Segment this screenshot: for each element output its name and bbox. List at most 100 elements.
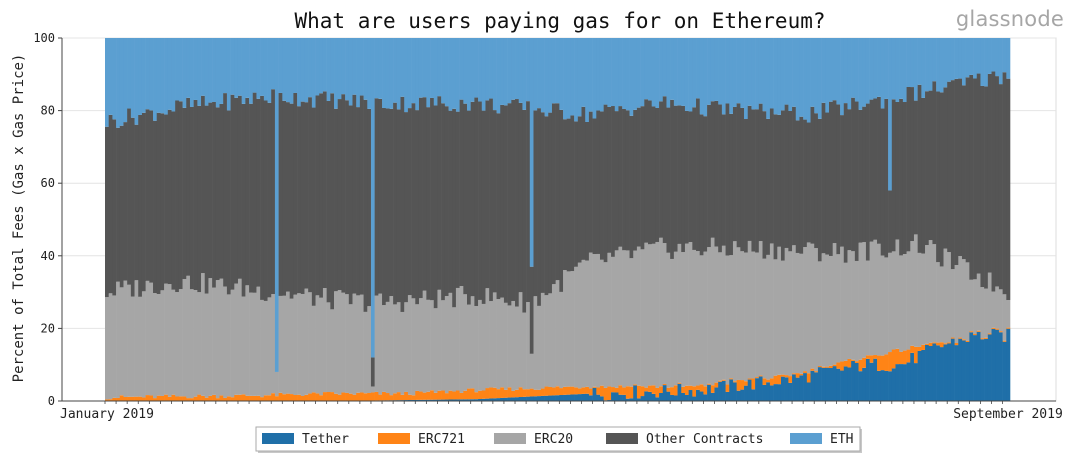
bar-erc20 (648, 244, 652, 385)
bar-tether (648, 392, 652, 401)
bar-erc721 (755, 377, 759, 378)
bar-eth (356, 38, 360, 107)
bar-erc20 (231, 290, 235, 397)
bar-erc721 (944, 343, 948, 344)
bar-eth (116, 38, 120, 128)
bar-tether (940, 347, 944, 401)
bar-erc721 (966, 341, 970, 342)
bar-other-contracts (157, 113, 161, 294)
bar-eth (319, 38, 323, 93)
bar-erc721 (375, 392, 379, 400)
bar-other-contracts (334, 109, 338, 292)
bar-erc20 (855, 261, 859, 361)
bar-tether (622, 395, 626, 401)
bar-erc721 (541, 389, 545, 396)
bar-eth (999, 38, 1003, 84)
bar-erc721 (995, 329, 999, 330)
bar-erc721 (426, 392, 430, 400)
bar-other-contracts (205, 106, 209, 294)
bar-tether (881, 370, 885, 401)
bar-eth (360, 38, 364, 96)
bar-erc721 (290, 394, 294, 401)
bar-erc20 (338, 290, 342, 395)
bar-erc721 (304, 395, 308, 401)
bar-tether (966, 342, 970, 401)
bar-eth (437, 38, 441, 96)
bar-eth (341, 38, 345, 94)
bar-erc20 (116, 282, 120, 398)
bar-erc20 (264, 301, 268, 395)
bar-erc20 (260, 300, 264, 397)
bar-erc20 (1006, 300, 1010, 328)
bar-erc20 (633, 251, 637, 385)
bar-erc721 (419, 392, 423, 400)
bar-tether (803, 373, 807, 401)
bar-other-contracts (774, 114, 778, 259)
chart-title: What are users paying gas for on Ethereu… (294, 9, 825, 33)
bar-other-contracts (744, 119, 748, 252)
bar-erc721 (585, 387, 589, 394)
bar-tether (829, 368, 833, 401)
bar-erc721 (500, 387, 504, 398)
bar-erc721 (478, 391, 482, 399)
bar-other-contracts (714, 101, 718, 247)
bar-other-contracts (445, 106, 449, 296)
bar-tether (910, 353, 914, 401)
bar-other-contracts (862, 107, 866, 243)
bar-tether (685, 395, 689, 401)
bar-eth (659, 38, 663, 101)
bar-eth (338, 38, 342, 99)
bar-tether (530, 396, 534, 401)
legend-swatch (378, 433, 410, 444)
bar-eth (766, 38, 770, 119)
bar-erc20 (977, 274, 981, 331)
bar-tether (755, 378, 759, 401)
bar-eth (393, 38, 397, 103)
bar-eth (744, 38, 748, 119)
bar-eth (729, 38, 733, 114)
bar-other-contracts (604, 105, 608, 263)
bar-other-contracts (397, 109, 401, 302)
bar-erc721 (264, 395, 268, 401)
bar-erc721 (227, 396, 231, 401)
bar-erc721 (648, 386, 652, 392)
bar-eth (722, 38, 726, 114)
bar-other-contracts (814, 113, 818, 248)
bar-erc20 (301, 294, 305, 396)
bar-erc721 (607, 386, 611, 400)
bar-erc721 (123, 397, 127, 401)
bar-other-contracts (940, 92, 944, 266)
bar-other-contracts (312, 108, 316, 306)
bar-erc721 (774, 376, 778, 384)
bar-eth (171, 38, 175, 111)
bar-erc20 (774, 259, 778, 375)
bar-other-contracts (264, 101, 268, 301)
bar-eth (903, 38, 907, 102)
bar-other-contracts (847, 109, 851, 250)
bar-erc721 (700, 384, 704, 391)
bar-other-contracts (437, 96, 441, 290)
bar-erc20 (330, 309, 334, 392)
bar-erc20 (449, 293, 453, 391)
bar-other-contracts (977, 74, 981, 274)
bar-eth (855, 38, 859, 102)
bar-erc20 (208, 278, 212, 396)
bar-erc20 (685, 244, 689, 386)
bar-erc20 (434, 308, 438, 393)
bar-tether (962, 340, 966, 401)
bar-erc721 (918, 347, 922, 351)
bar-erc20 (737, 247, 741, 380)
bar-erc20 (851, 251, 855, 360)
bar-erc20 (962, 259, 966, 339)
bar-other-contracts (282, 101, 286, 296)
bar-other-contracts (984, 86, 988, 288)
bar-erc721 (600, 386, 604, 397)
bar-erc20 (622, 250, 626, 387)
bar-erc20 (415, 304, 419, 391)
bar-tether (737, 391, 741, 401)
bar-erc721 (220, 395, 224, 401)
bar-eth (633, 38, 637, 110)
bar-other-contracts (570, 115, 574, 271)
bar-eth (984, 38, 988, 86)
bar-other-contracts (260, 96, 264, 300)
